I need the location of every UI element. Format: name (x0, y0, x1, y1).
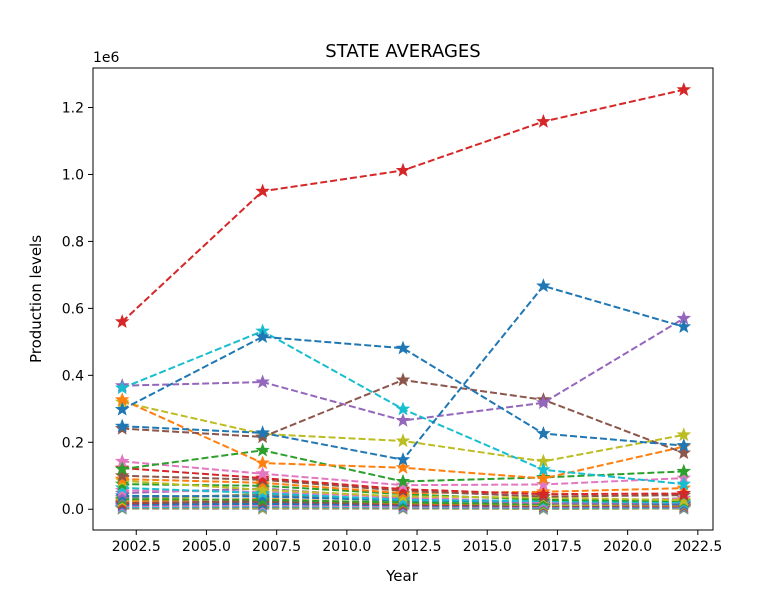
data-point-marker (255, 455, 270, 470)
data-point-marker (114, 314, 130, 328)
data-point-marker (536, 476, 551, 491)
series-line (121, 335, 684, 447)
data-point-marker (676, 485, 692, 500)
data-point-marker (114, 468, 130, 482)
chart-title: STATE AVERAGES (325, 41, 480, 62)
y-axis: 0.0 0.2 0.4 0.6 0.8 1.0 1.2 (62, 101, 93, 518)
x-tick-label: 2017.5 (533, 539, 582, 555)
data-point-marker (395, 401, 411, 416)
x-tick-label: 2020.0 (603, 539, 652, 555)
x-tick-label: 2022.5 (673, 539, 722, 555)
x-tick-label: 2007.5 (252, 539, 301, 555)
y-tick-label: 1.2 (62, 101, 84, 117)
data-point-marker (255, 482, 270, 497)
series-1 (114, 329, 692, 452)
data-point-marker (114, 418, 130, 433)
data-point-marker (536, 395, 551, 409)
data-point-marker (255, 183, 270, 198)
series-0 (114, 82, 692, 328)
data-point-marker (255, 374, 270, 389)
data-point-marker (255, 442, 270, 457)
data-point-marker (114, 380, 130, 395)
data-point-marker (255, 429, 270, 444)
data-point-marker (395, 481, 411, 496)
data-point-marker (114, 461, 130, 476)
data-point-marker (395, 372, 411, 387)
data-point-marker (676, 427, 692, 442)
series-6 (114, 392, 692, 485)
x-axis-label: Year (385, 567, 419, 585)
y-axis-offset-label: 1e6 (93, 50, 120, 66)
data-point-marker (676, 476, 692, 491)
x-tick-label: 2015.0 (463, 539, 512, 555)
series-layer (114, 82, 692, 516)
data-point-marker (255, 470, 270, 485)
data-point-marker (536, 462, 551, 476)
data-point-marker (395, 460, 411, 474)
data-point-marker (536, 486, 551, 501)
y-tick-label: 0.2 (62, 435, 84, 451)
data-point-marker (676, 492, 692, 507)
y-tick-label: 1.0 (62, 167, 84, 183)
data-point-marker (536, 113, 551, 128)
data-point-marker (395, 473, 411, 488)
data-point-marker (536, 425, 551, 440)
y-axis-label: Production levels (27, 235, 45, 363)
x-tick-label: 2005.0 (182, 539, 231, 555)
y-tick-label: 0.8 (62, 234, 84, 250)
series-2 (114, 278, 692, 466)
data-point-marker (395, 452, 411, 466)
data-point-marker (676, 82, 692, 96)
data-point-marker (255, 329, 270, 344)
x-tick-label: 2002.5 (112, 539, 161, 555)
data-point-marker (676, 437, 692, 452)
data-point-marker (536, 470, 551, 485)
data-point-marker (676, 445, 692, 460)
data-point-marker (676, 319, 692, 333)
y-tick-label: 0.6 (62, 301, 84, 317)
plot-frame (92, 67, 714, 531)
x-axis: 2002.5 2005.0 2007.5 2010.0 2012.5 2015.0 2017… (112, 530, 722, 555)
data-point-marker (676, 463, 692, 478)
data-point-marker (395, 412, 411, 427)
x-tick-label: 2012.5 (393, 539, 442, 555)
data-point-marker (255, 466, 270, 480)
y-tick-label: 0.0 (62, 502, 84, 518)
y-tick-label: 0.4 (62, 368, 84, 384)
data-point-marker (114, 401, 130, 416)
data-point-marker (395, 340, 411, 355)
x-tick-label: 2010.0 (322, 539, 371, 555)
data-point-marker (255, 425, 270, 440)
data-point-marker (536, 278, 551, 293)
data-point-marker (395, 433, 411, 448)
data-point-marker (395, 162, 411, 177)
